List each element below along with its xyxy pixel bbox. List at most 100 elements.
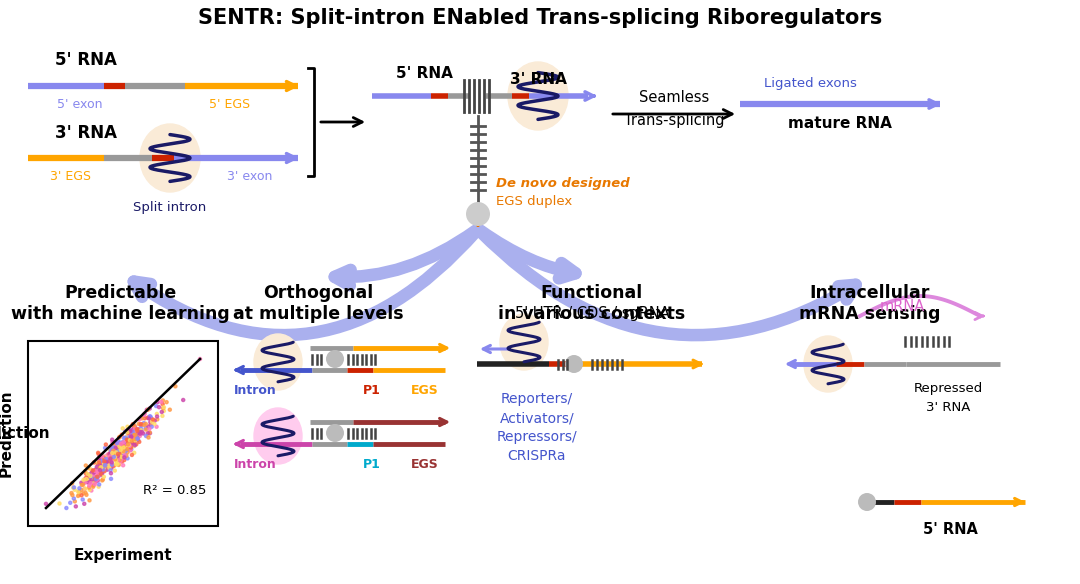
Point — [96, 460, 113, 470]
Point — [111, 457, 129, 466]
Point — [112, 453, 130, 462]
Point — [77, 474, 94, 483]
Point — [122, 426, 139, 436]
Point — [133, 413, 150, 422]
Point — [73, 481, 91, 490]
Point — [90, 482, 107, 491]
Point — [106, 440, 123, 449]
Point — [124, 433, 141, 442]
Point — [102, 449, 119, 458]
Point — [110, 460, 127, 470]
Point — [78, 469, 95, 478]
Point — [86, 465, 104, 475]
Point — [90, 462, 107, 471]
Point — [92, 463, 109, 472]
Point — [64, 491, 81, 500]
Point — [117, 426, 134, 436]
Point — [65, 494, 82, 503]
Text: 3' EGS: 3' EGS — [50, 169, 91, 182]
Point — [96, 467, 113, 476]
Point — [89, 462, 106, 471]
Point — [116, 437, 133, 447]
Point — [120, 440, 137, 450]
Text: 5' RNA: 5' RNA — [55, 51, 117, 69]
Point — [97, 458, 114, 467]
Point — [103, 474, 120, 484]
Point — [87, 467, 105, 476]
Point — [146, 419, 163, 429]
Point — [152, 397, 170, 406]
Point — [87, 477, 105, 486]
Point — [127, 433, 145, 443]
Point — [94, 476, 111, 485]
Point — [97, 454, 114, 464]
Point — [112, 440, 130, 450]
Point — [90, 455, 107, 464]
Point — [129, 433, 146, 442]
Point — [141, 412, 159, 421]
FancyArrowPatch shape — [480, 231, 867, 333]
Point — [119, 448, 136, 457]
Point — [78, 474, 95, 484]
Point — [122, 436, 139, 446]
Point — [113, 454, 131, 463]
Point — [140, 424, 158, 433]
Text: 5' RNA: 5' RNA — [922, 522, 977, 537]
Point — [129, 434, 146, 443]
Text: mature RNA: mature RNA — [788, 116, 892, 130]
Point — [70, 490, 87, 499]
Point — [108, 448, 125, 457]
Point — [99, 461, 117, 470]
Point — [98, 463, 116, 472]
Text: Ligated exons: Ligated exons — [764, 78, 856, 91]
Point — [110, 449, 127, 458]
Point — [89, 472, 106, 481]
Point — [92, 468, 109, 478]
Point — [124, 425, 141, 434]
Point — [129, 426, 146, 436]
Point — [79, 470, 96, 479]
Point — [95, 464, 112, 473]
Text: P1: P1 — [363, 457, 381, 471]
Point — [87, 468, 105, 477]
Point — [133, 420, 150, 429]
Point — [102, 454, 119, 464]
Point — [106, 454, 123, 463]
Point — [85, 472, 103, 481]
Point — [81, 481, 98, 491]
Point — [114, 442, 132, 451]
Point — [137, 425, 154, 434]
Point — [146, 416, 163, 425]
Point — [90, 462, 107, 471]
Point — [111, 455, 129, 464]
Point — [141, 404, 159, 413]
Point — [103, 455, 120, 464]
Point — [121, 438, 138, 447]
Point — [113, 446, 131, 455]
Point — [97, 459, 114, 468]
Point — [119, 440, 136, 449]
Point — [141, 418, 159, 427]
Point — [141, 420, 159, 429]
Point — [91, 456, 108, 465]
Point — [93, 465, 110, 475]
Point — [107, 439, 124, 449]
Point — [83, 471, 100, 481]
Point — [126, 436, 144, 445]
Point — [121, 440, 138, 449]
Point — [123, 444, 140, 454]
Point — [119, 443, 136, 453]
Point — [91, 460, 108, 470]
Point — [148, 401, 165, 411]
Point — [191, 354, 208, 364]
Point — [148, 422, 165, 432]
Point — [92, 457, 109, 467]
Circle shape — [326, 350, 345, 368]
Point — [114, 439, 132, 449]
Point — [98, 465, 116, 474]
Point — [132, 419, 149, 429]
Point — [105, 450, 122, 459]
Point — [133, 427, 150, 437]
Text: De novo designed: De novo designed — [496, 178, 630, 190]
Point — [75, 478, 92, 488]
